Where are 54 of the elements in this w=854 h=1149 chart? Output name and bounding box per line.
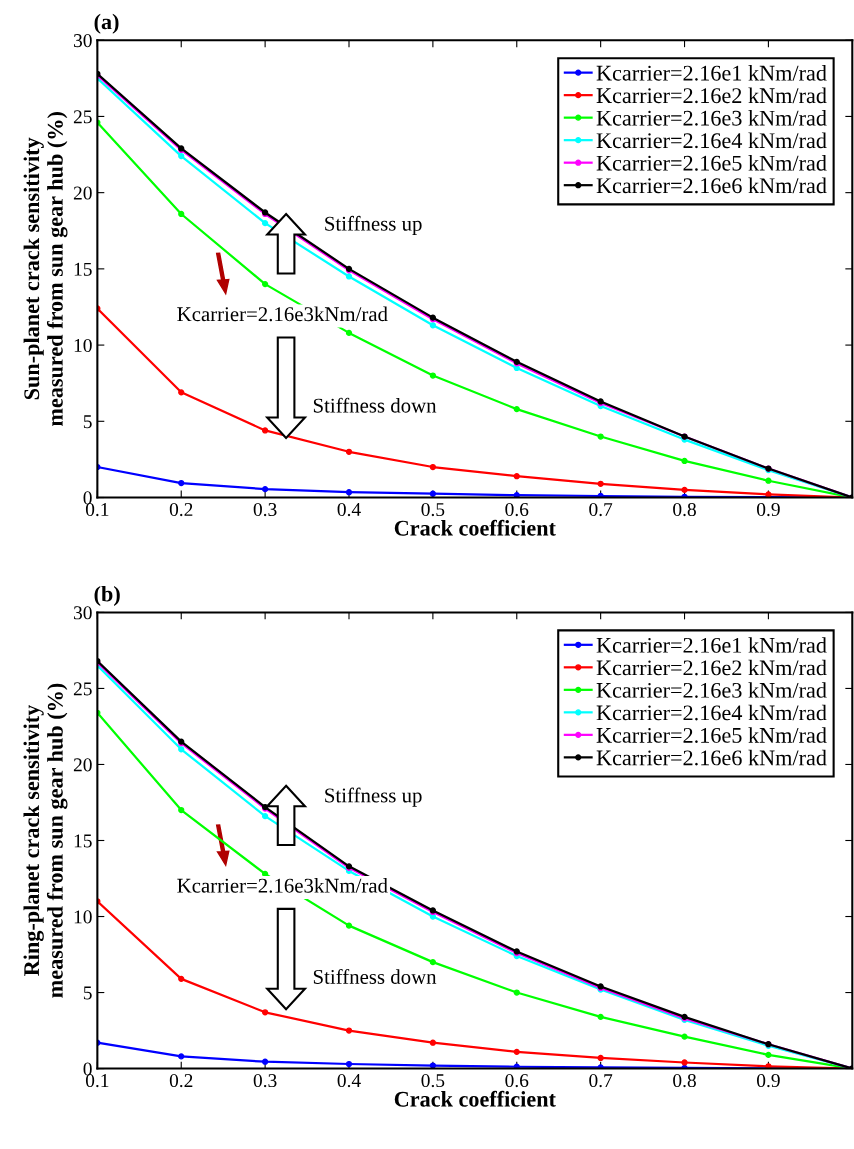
- x-tick-label: 0.8: [673, 502, 696, 517]
- legend-label: Kcarrier=2.16e4 kNm/rad: [596, 704, 827, 721]
- x-tick-label: 0.8: [673, 1073, 696, 1088]
- x-tick-label: 0.4: [337, 502, 361, 517]
- x-tick-label: 0.3: [253, 502, 277, 517]
- legend-label: Kcarrier=2.16e2 kNm/rad: [596, 87, 827, 104]
- x-tick-label: 0.5: [421, 502, 445, 517]
- annotation: Stiffness up: [325, 215, 422, 235]
- legend-label: Kcarrier=2.16e4 kNm/rad: [596, 132, 827, 149]
- legend-label: Kcarrier=2.16e5 kNm/rad: [596, 727, 827, 743]
- chart-title: (a): [94, 13, 119, 34]
- x-tick-label: 0.9: [757, 1073, 780, 1088]
- y-tick-label: 30: [73, 606, 92, 620]
- x-tick-label: 0.2: [169, 1073, 193, 1088]
- legend-label: Kcarrier=2.16e2 kNm/rad: [596, 659, 827, 676]
- x-tick-label: 0.3: [253, 1073, 277, 1088]
- y-tick-label: 10: [74, 910, 92, 924]
- y-tick-label: 15: [74, 262, 92, 276]
- legend-label: Kcarrier=2.16e3 kNm/rad: [596, 682, 827, 698]
- chart-title: (b): [94, 585, 120, 607]
- y-tick-label: 25: [73, 110, 92, 124]
- annotation: Kcarrier=2.16e3kNm/rad: [177, 306, 388, 322]
- y-tick-label: 15: [74, 834, 92, 848]
- annotation: Stiffness down: [313, 397, 437, 413]
- legend-label: Kcarrier=2.16e3 kNm/rad: [596, 110, 827, 126]
- x-axis-title: Crack coefficient: [394, 1090, 556, 1107]
- y-tick-label: 20: [73, 186, 92, 200]
- y-tick-label: 25: [73, 682, 92, 696]
- y-tick-label: 0: [83, 491, 92, 505]
- x-tick-label: 0.6: [505, 502, 529, 517]
- x-axis-title: Crack coefficient: [394, 519, 556, 536]
- legend-label: Kcarrier=2.16e1 kNm/rad: [596, 64, 827, 81]
- y-tick-label: 5: [83, 986, 92, 1000]
- y-tick-label: 0: [83, 1062, 92, 1076]
- legend-label: Kcarrier=2.16e6 kNm/rad: [596, 177, 827, 194]
- x-tick-label: 0.4: [337, 1073, 361, 1088]
- x-tick-label: 0.7: [589, 502, 613, 517]
- y-axis-title: Ring-planet crack sensitivity measured from sun gear hub (%): [23, 683, 68, 998]
- x-tick-label: 0.5: [421, 1073, 445, 1088]
- y-tick-label: 30: [73, 34, 92, 48]
- legend-label: Kcarrier=2.16e6 kNm/rad: [596, 749, 827, 766]
- x-tick-label: 0.9: [757, 502, 780, 517]
- annotation: Stiffness up: [325, 787, 422, 807]
- x-tick-label: 0.7: [589, 1073, 613, 1088]
- annotation: Kcarrier=2.16e3kNm/rad: [177, 878, 388, 893]
- y-tick-label: 5: [83, 415, 92, 429]
- y-tick-label: 10: [74, 338, 92, 353]
- annotation: Stiffness down: [313, 969, 437, 984]
- legend-label: Kcarrier=2.16e1 kNm/rad: [596, 637, 827, 653]
- y-tick-label: 20: [73, 758, 92, 772]
- x-tick-label: 0.6: [505, 1073, 529, 1088]
- y-axis-title: Sun-planet crack sensitivity measured from sun gear hub (%): [23, 112, 68, 427]
- x-tick-label: 0.2: [169, 502, 193, 517]
- legend-label: Kcarrier=2.16e5 kNm/rad: [596, 155, 827, 171]
